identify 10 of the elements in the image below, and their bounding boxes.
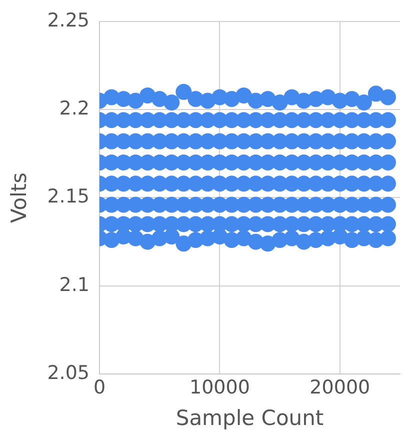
y-tick-label: 2.25 bbox=[47, 9, 90, 32]
x-tick-label: 0 bbox=[93, 376, 106, 398]
y-tick-label: 2.2 bbox=[59, 97, 90, 120]
x-tick-label: 10000 bbox=[189, 376, 250, 398]
x-tick-label: 20000 bbox=[310, 376, 370, 398]
y-tick-label: 2.1 bbox=[59, 274, 90, 296]
y-tick-label: 2.15 bbox=[47, 186, 90, 208]
y-tick-label: 2.05 bbox=[47, 362, 90, 384]
y-axis-title: Volts bbox=[7, 172, 32, 223]
x-axis-title: Sample Count bbox=[176, 406, 324, 430]
